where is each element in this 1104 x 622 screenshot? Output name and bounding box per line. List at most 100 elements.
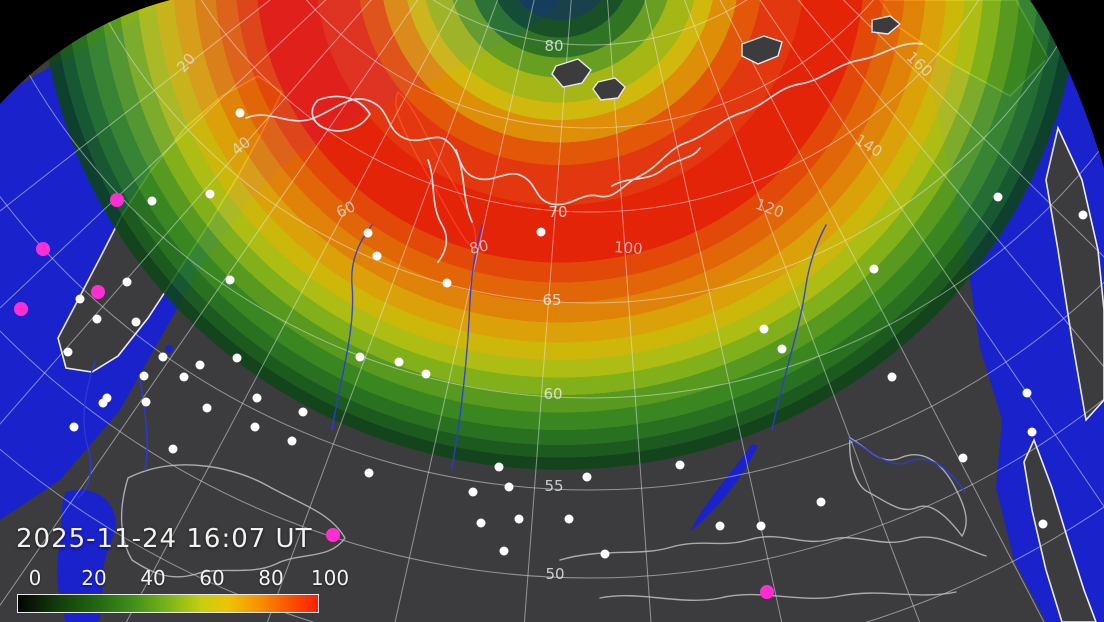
- latitude-label: 65: [542, 291, 561, 309]
- colorbar-tick-label: 80: [258, 566, 284, 590]
- border-mongolia-south: [599, 591, 957, 601]
- station-dot: [536, 227, 546, 237]
- longitude-label: 120: [753, 195, 786, 222]
- station-dot: [250, 422, 260, 432]
- station-dot: [993, 192, 1003, 202]
- station-dot: [75, 294, 85, 304]
- longitude-label: 140: [852, 131, 886, 161]
- station-dot: [63, 347, 73, 357]
- station-dot: [195, 360, 205, 370]
- colorbar-tick-label: 60: [199, 566, 225, 590]
- river-volga: [77, 361, 96, 499]
- event-dot: [110, 193, 124, 207]
- station-dot: [582, 472, 592, 482]
- station-dot: [514, 514, 524, 524]
- colorbar-tick-label: 0: [28, 566, 42, 590]
- river-yenisei: [451, 224, 483, 469]
- station-dot: [887, 372, 897, 382]
- event-dot: [14, 302, 28, 316]
- border-kazakhstan: [120, 464, 346, 578]
- station-dot: [168, 444, 178, 454]
- border-amur: [849, 437, 967, 538]
- coast-white-sea: [311, 95, 372, 132]
- longitude-label: 20: [173, 50, 199, 76]
- station-dot: [364, 468, 374, 478]
- station-dot: [141, 397, 151, 407]
- event-dot: [326, 528, 340, 542]
- station-dot: [468, 487, 478, 497]
- island-wrangel: [871, 15, 902, 35]
- event-dot: [760, 585, 774, 599]
- projection-corner-topright: [1030, 0, 1104, 168]
- station-dot: [1038, 519, 1048, 529]
- colorbar-gradient: [17, 594, 319, 613]
- station-dot: [715, 521, 725, 531]
- longitude-label: 60: [333, 197, 358, 222]
- latitude-label: 60: [543, 385, 562, 403]
- station-dot: [759, 324, 769, 334]
- station-dot: [394, 357, 404, 367]
- colorbar-tick-label: 40: [140, 566, 166, 590]
- river-lena: [771, 224, 827, 431]
- river-ob: [331, 224, 373, 431]
- border-mongolia-north: [559, 536, 987, 561]
- latitude-label: 55: [544, 477, 563, 495]
- longitude-label: 80: [468, 236, 490, 258]
- station-dot: [1078, 210, 1088, 220]
- station-dot: [564, 514, 574, 524]
- longitude-label: 100: [613, 238, 643, 258]
- colorbar-tick-label: 20: [81, 566, 107, 590]
- island-severnaya-zemlya-2: [592, 77, 626, 101]
- station-dot: [355, 352, 365, 362]
- coast-gydan: [455, 149, 473, 223]
- station-dot: [179, 372, 189, 382]
- station-dot: [1027, 427, 1037, 437]
- station-markers: [14, 108, 1088, 599]
- station-dot: [958, 453, 968, 463]
- coast-arctic: [245, 42, 923, 206]
- station-dot: [494, 462, 504, 472]
- station-dot: [442, 278, 452, 288]
- station-dot: [122, 277, 132, 287]
- event-dot: [36, 242, 50, 256]
- station-dot: [98, 398, 108, 408]
- station-dot: [225, 275, 235, 285]
- station-dot: [147, 196, 157, 206]
- latitude-label: 80: [544, 37, 563, 55]
- latitude-label: 70: [548, 203, 567, 221]
- river-amur: [847, 437, 966, 493]
- station-dot: [869, 264, 879, 274]
- station-dot: [675, 460, 685, 470]
- latitude-labels: 80 70 65 60 55 50: [542, 37, 567, 583]
- station-dot: [232, 353, 242, 363]
- coast-yamal: [427, 159, 448, 263]
- latitude-label: 50: [545, 565, 564, 583]
- station-dot: [363, 228, 373, 238]
- station-dot: [131, 317, 141, 327]
- station-dot: [816, 497, 826, 507]
- longitude-label: 40: [228, 133, 254, 159]
- event-dot: [91, 285, 105, 299]
- station-dot: [235, 108, 245, 118]
- station-dot: [600, 549, 610, 559]
- station-dot: [252, 393, 262, 403]
- station-dot: [476, 518, 486, 528]
- longitude-label: 160: [903, 48, 936, 81]
- station-dot: [202, 403, 212, 413]
- colorbar-tick-label: 100: [310, 566, 350, 590]
- station-dot: [499, 546, 509, 556]
- colorbar-ticks: 0 20 40 60 80 100: [16, 566, 349, 594]
- projection-corner-topleft: [0, 0, 170, 104]
- station-dot: [92, 314, 102, 324]
- station-dot: [287, 436, 297, 446]
- probability-colorbar: 0 20 40 60 80 100: [16, 566, 349, 616]
- station-dot: [421, 369, 431, 379]
- station-dot: [69, 422, 79, 432]
- station-dot: [158, 352, 168, 362]
- river-ural: [139, 379, 148, 471]
- station-dot: [298, 407, 308, 417]
